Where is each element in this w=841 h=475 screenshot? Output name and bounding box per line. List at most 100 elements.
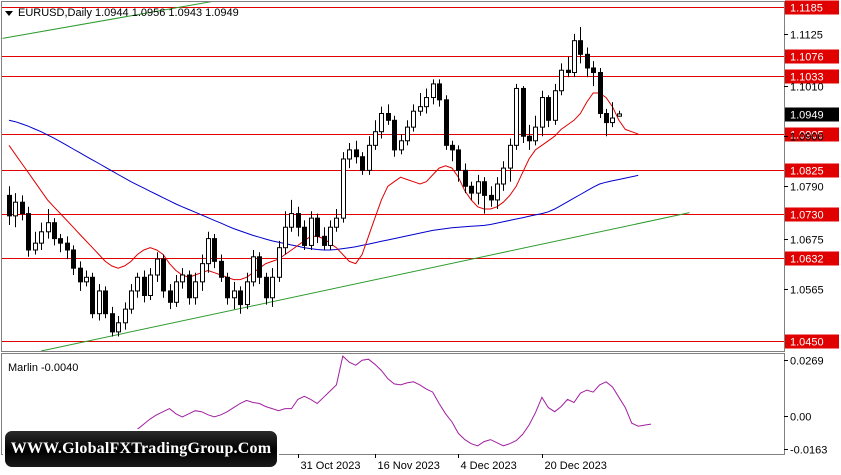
candle-body bbox=[174, 281, 179, 303]
candle-body bbox=[585, 53, 590, 69]
oscillator-tick-label: -0.0163 bbox=[790, 445, 827, 457]
candle-body bbox=[296, 213, 301, 228]
candle-body bbox=[270, 276, 275, 299]
oscillator-tick-label: 0.0269 bbox=[790, 356, 824, 368]
candle-body bbox=[578, 40, 583, 55]
candle-body bbox=[591, 67, 596, 74]
candle-body bbox=[386, 112, 391, 121]
candle-body bbox=[283, 226, 288, 249]
symbol-dropdown-icon[interactable] bbox=[5, 11, 13, 16]
candle-body bbox=[7, 194, 12, 217]
candle-body bbox=[251, 256, 256, 283]
candle-body bbox=[97, 290, 102, 315]
level-tag-3 bbox=[785, 127, 839, 142]
level-tag-2 bbox=[785, 69, 839, 84]
candle-body bbox=[289, 213, 294, 228]
indicator-label: Marlin -0.0040 bbox=[8, 362, 78, 374]
candle-body bbox=[495, 183, 500, 201]
candle-body bbox=[180, 274, 185, 283]
candle-body bbox=[514, 87, 519, 146]
level-tag-0 bbox=[785, 0, 839, 15]
candle-body bbox=[90, 276, 95, 315]
candle-body bbox=[219, 260, 224, 278]
candle-body bbox=[193, 281, 198, 299]
level-label-3: 1.0905 bbox=[790, 130, 824, 142]
watermark-logo: WWW.GlobalFXTradingGroup.Com bbox=[3, 429, 279, 469]
candle-body bbox=[245, 281, 250, 306]
candle-body bbox=[20, 201, 25, 215]
candle-body bbox=[444, 99, 449, 146]
time-tick-label: 31 Oct 2023 bbox=[301, 460, 361, 472]
candle-body bbox=[379, 112, 384, 133]
candle-body bbox=[456, 149, 461, 171]
candle-body bbox=[206, 238, 211, 265]
candle-body bbox=[450, 144, 455, 151]
candle-body bbox=[264, 276, 269, 299]
candle-body bbox=[367, 144, 372, 171]
price-tick-label: 1.0675 bbox=[790, 235, 824, 247]
candle-body bbox=[354, 149, 359, 158]
horizontal-levels bbox=[2, 7, 784, 342]
candle-body bbox=[418, 106, 423, 112]
level-tag-1 bbox=[785, 49, 839, 64]
candle-body bbox=[546, 97, 551, 121]
price-tick-label: 1.0900 bbox=[790, 132, 824, 144]
price-axis: 1.1185 1.1076 1.1033 1.0905 1.0825 1.0730 1.06… bbox=[784, 0, 839, 349]
candle-body bbox=[212, 238, 217, 262]
price-tick-label: 1.1010 bbox=[790, 82, 824, 94]
level-label-1: 1.1076 bbox=[790, 52, 824, 64]
candle-body bbox=[341, 158, 346, 219]
candle-body bbox=[39, 231, 44, 244]
candle-body bbox=[540, 97, 545, 128]
current-price-label: 1.0949 bbox=[790, 110, 824, 122]
candle-body bbox=[78, 267, 83, 283]
candle-body bbox=[431, 83, 436, 99]
candle-body bbox=[322, 235, 327, 246]
candle-body bbox=[463, 169, 468, 187]
candle-body bbox=[469, 185, 474, 194]
level-label-7: 1.0450 bbox=[790, 337, 824, 349]
price-tick-label: 1.1125 bbox=[790, 30, 823, 42]
candle-body bbox=[533, 126, 538, 142]
candle-body bbox=[238, 290, 243, 306]
candle-body bbox=[617, 113, 622, 117]
candle-body bbox=[392, 119, 397, 151]
trendline-0[interactable] bbox=[2, 0, 228, 39]
candle-body bbox=[405, 126, 410, 142]
level-tag-4 bbox=[785, 163, 839, 178]
candle-body bbox=[110, 313, 115, 333]
candle-body bbox=[315, 217, 320, 237]
candle-body bbox=[399, 140, 404, 151]
level-label-5: 1.0730 bbox=[790, 210, 824, 222]
level-label-2: 1.1033 bbox=[790, 72, 824, 84]
price-tick-label: 1.0790 bbox=[790, 182, 824, 194]
candle-body bbox=[527, 135, 532, 142]
candle-body bbox=[116, 322, 121, 333]
candle-body bbox=[328, 226, 333, 246]
level-label-6: 1.0632 bbox=[790, 254, 824, 266]
level-label-0: 1.1185 bbox=[790, 3, 823, 15]
candle-body bbox=[13, 201, 18, 217]
symbol-header: EURUSD,Daily 1.0944 1.0956 1.0943 1.0949 bbox=[18, 7, 239, 19]
candle-body bbox=[610, 117, 615, 124]
candle-body bbox=[424, 97, 429, 108]
candle-body bbox=[225, 276, 230, 299]
candle-body bbox=[187, 274, 192, 299]
oscillator-tick-label: 0.00 bbox=[790, 412, 811, 424]
candle-body bbox=[123, 308, 128, 324]
candle-body bbox=[566, 69, 571, 74]
candle-body bbox=[129, 290, 134, 310]
candle-body bbox=[559, 69, 564, 92]
candle-body bbox=[58, 238, 63, 244]
level-tag-7 bbox=[785, 334, 839, 349]
ma-slow-line bbox=[8, 119, 639, 251]
candle-body bbox=[26, 213, 31, 251]
candle-body bbox=[232, 290, 237, 299]
trendline-1[interactable] bbox=[40, 212, 690, 351]
current-price-tag bbox=[785, 107, 839, 122]
candle-body bbox=[521, 87, 526, 137]
level-tag-5 bbox=[785, 207, 839, 222]
main-panel[interactable] bbox=[1, 1, 785, 352]
time-axis: 31 Oct 2023 16 Nov 2023 4 Dec 2023 20 Dec 2… bbox=[298, 454, 607, 472]
candle-body bbox=[302, 226, 307, 246]
